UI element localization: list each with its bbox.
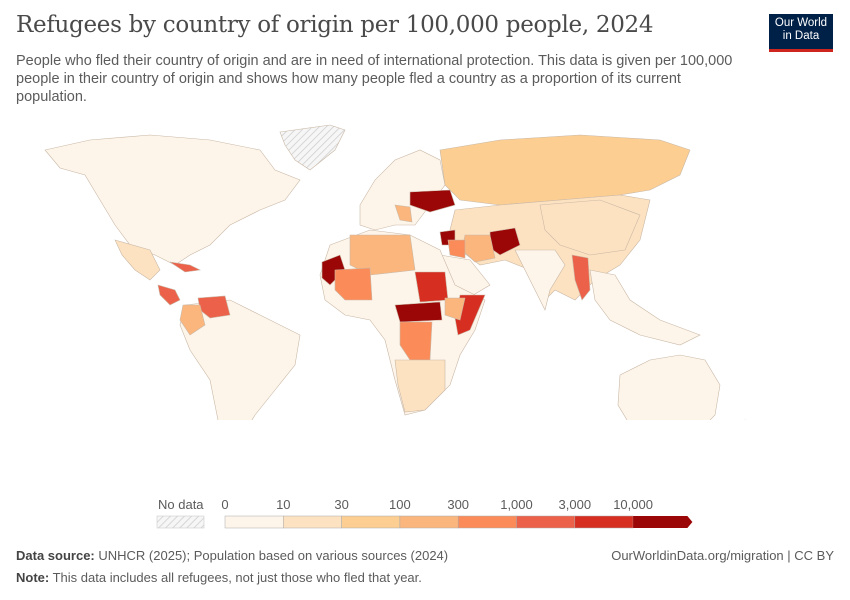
legend-tick-label: 10 xyxy=(276,497,290,512)
legend-tick-label: 10,000 xyxy=(613,497,653,512)
legend-tick-label: 0 xyxy=(221,497,228,512)
region-south-america[interactable] xyxy=(179,299,301,420)
region-ukraine[interactable] xyxy=(409,189,456,213)
source-url-link[interactable]: OurWorldinData.org/migration | CC BY xyxy=(611,548,834,563)
region-north-america[interactable] xyxy=(44,134,301,266)
chart-subtitle: People who fled their country of origin … xyxy=(16,53,733,105)
region-myanmar[interactable] xyxy=(571,254,591,301)
region-central-america[interactable] xyxy=(157,284,181,306)
legend-bin-6[interactable] xyxy=(574,515,634,529)
legend-bin-0[interactable] xyxy=(224,515,284,529)
source-label: Data source: xyxy=(16,548,95,563)
legend-tick-label: 1,000 xyxy=(500,497,533,512)
note-label: Note: xyxy=(16,570,50,585)
region-southern-africa[interactable] xyxy=(394,359,446,413)
legend-bin-3[interactable] xyxy=(399,515,459,529)
region-mexico[interactable] xyxy=(114,239,161,281)
region-iraq[interactable] xyxy=(447,239,466,259)
legend-tick-label: 100 xyxy=(389,497,411,512)
region-india[interactable] xyxy=(514,249,566,311)
legend-bin-4[interactable] xyxy=(457,515,517,529)
legend-bin-1[interactable] xyxy=(283,515,342,529)
data-source: Data source: UNHCR (2025); Population ba… xyxy=(16,548,448,563)
region-north-africa[interactable] xyxy=(349,234,416,276)
logo-text: Our World in Data xyxy=(774,17,828,42)
region-southeast-asia[interactable] xyxy=(589,269,701,346)
note-text: This data includes all refugees, not jus… xyxy=(52,570,422,585)
region-iran[interactable] xyxy=(461,234,496,263)
world-map xyxy=(44,124,746,420)
region-australia[interactable] xyxy=(617,354,721,420)
legend-bin-5[interactable] xyxy=(516,515,576,529)
legend-tick-label: 300 xyxy=(447,497,469,512)
region-colombia[interactable] xyxy=(179,304,206,336)
chart-title: Refugees by country of origin per 100,00… xyxy=(16,12,654,38)
region-sudan[interactable] xyxy=(414,271,449,303)
legend-no-data-label: No data xyxy=(158,497,204,512)
region-ethiopia[interactable] xyxy=(444,297,466,321)
legend-bin-7[interactable] xyxy=(633,516,693,528)
legend-tick-label: 3,000 xyxy=(559,497,592,512)
legend-bin-2[interactable] xyxy=(341,515,401,529)
region-south-sudan-car[interactable] xyxy=(394,301,443,323)
region-mali[interactable] xyxy=(334,267,373,301)
region-russia[interactable] xyxy=(439,134,691,206)
owid-logo[interactable]: Our World in Data xyxy=(769,14,833,52)
region-greenland[interactable] xyxy=(279,124,346,171)
region-caribbean[interactable] xyxy=(169,261,202,273)
legend-tick-label: 30 xyxy=(334,497,348,512)
region-balkans[interactable] xyxy=(394,204,413,223)
region-china[interactable] xyxy=(539,199,641,256)
note: Note: This data includes all refugees, n… xyxy=(16,570,422,585)
source-text: UNHCR (2025); Population based on variou… xyxy=(98,548,449,563)
legend: No data 0 10 30 100 300 1,000 3,000 10,000 xyxy=(156,497,693,529)
legend-no-data-swatch xyxy=(156,515,205,529)
